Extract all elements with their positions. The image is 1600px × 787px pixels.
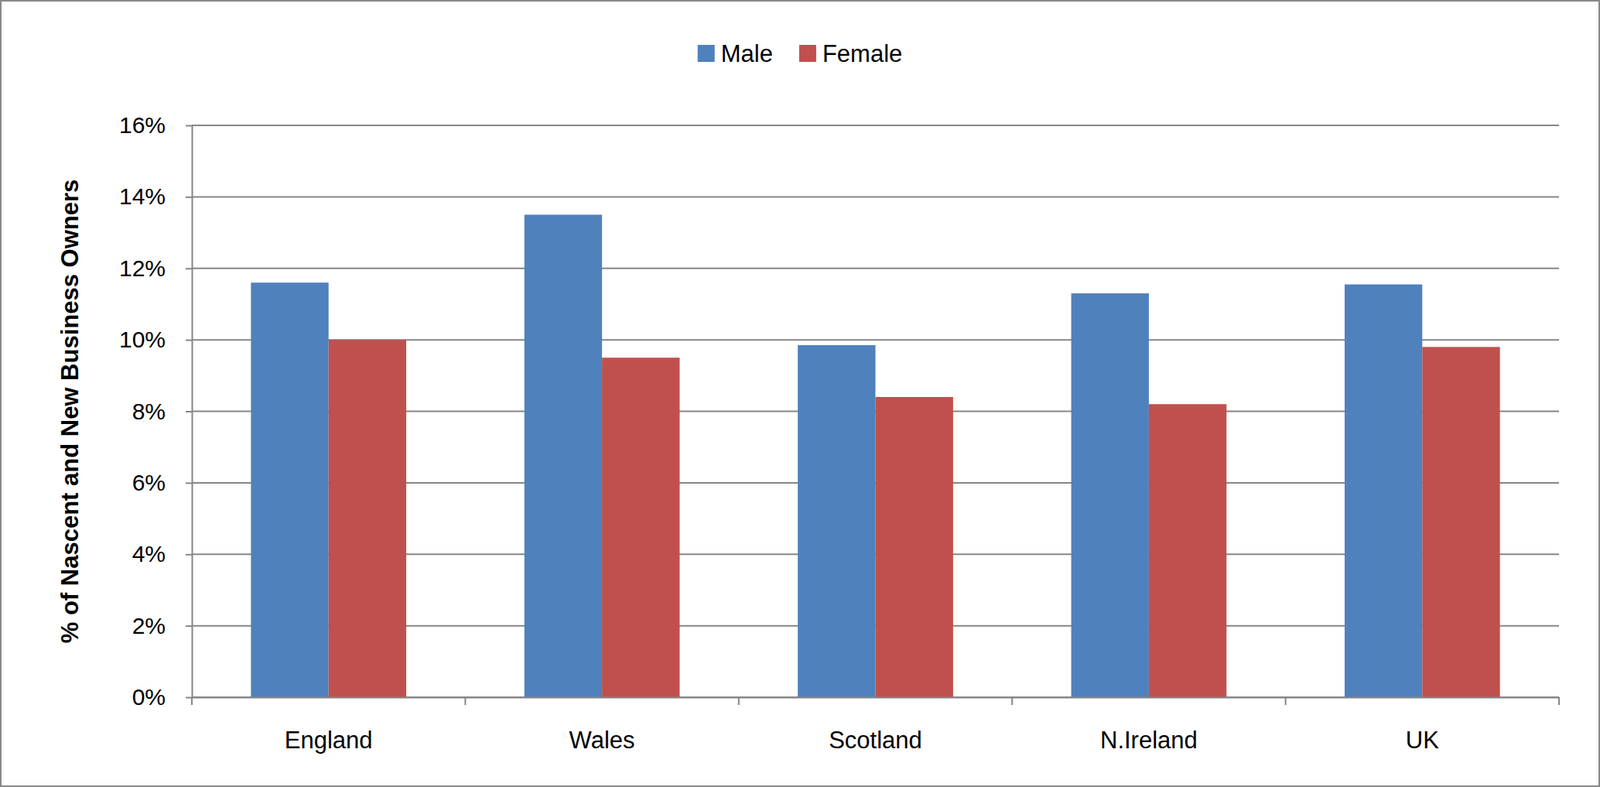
y-tick-mark <box>185 697 192 699</box>
y-tick: 6% <box>132 469 192 496</box>
legend-item: Male <box>697 40 773 68</box>
bar <box>601 357 680 698</box>
x-tick-label: Scotland <box>828 726 923 754</box>
bar <box>1422 346 1500 698</box>
x-boundary-tick <box>738 697 740 705</box>
x-tick: N.Ireland <box>1100 726 1198 754</box>
y-tick-mark <box>185 625 192 627</box>
y-tick-mark <box>185 410 192 413</box>
bar <box>1148 403 1227 698</box>
y-tick-mark <box>185 196 192 199</box>
y-tick-label: 0% <box>132 683 166 710</box>
x-boundary-tick <box>1011 697 1013 705</box>
y-axis-title: % of Nascent and New Business Owners <box>56 179 84 644</box>
bar <box>328 339 407 698</box>
y-tick-label: 14% <box>119 183 166 209</box>
y-tick-label: 4% <box>132 540 166 567</box>
y-tick: 0% <box>132 683 192 710</box>
x-boundary-tick <box>464 697 466 705</box>
y-axis: 0% 2% 4% 6% 8% 10% 12% 14% 16% <box>119 112 193 710</box>
x-axis-line <box>192 697 1560 699</box>
y-tick: 12% <box>119 255 192 281</box>
y-tick-mark <box>185 553 192 556</box>
y-tick: 16% <box>119 112 192 138</box>
grid-line <box>191 124 1559 127</box>
x-tick-label: Wales <box>569 726 636 754</box>
plot-area: 0% 2% 4% 6% 8% 10% 12% 14% 16% England Wales Scotla… <box>119 112 1560 754</box>
y-tick-mark <box>185 267 192 270</box>
y-tick: 4% <box>132 540 192 567</box>
legend: Male Female <box>697 40 903 68</box>
chart-svg: 0% 2% 4% 6% 8% 10% 12% 14% 16% England Wales Scotla… <box>0 0 1600 787</box>
grid <box>191 125 1559 698</box>
y-tick-mark <box>185 339 192 342</box>
y-tick-label: 2% <box>132 612 166 639</box>
legend-swatch <box>697 44 715 62</box>
grid-line <box>191 195 1559 198</box>
chart-border <box>0 0 1600 787</box>
x-tick-label: UK <box>1405 726 1440 754</box>
bars <box>250 214 1500 698</box>
bar <box>1071 293 1149 698</box>
x-tick: Scotland <box>828 726 923 754</box>
x-tick: UK <box>1405 726 1440 754</box>
x-boundary-tick <box>191 697 193 705</box>
y-tick: 8% <box>132 398 192 424</box>
x-boundary-tick <box>1285 697 1287 705</box>
bar <box>1344 284 1423 698</box>
y-tick-label: 8% <box>132 398 166 424</box>
legend-item: Female <box>799 40 903 68</box>
bar <box>875 396 954 698</box>
x-tick-label: England <box>284 726 373 754</box>
legend-label: Male <box>721 40 773 68</box>
legend-label: Female <box>822 40 903 68</box>
bar <box>250 282 329 698</box>
y-tick-label: 12% <box>119 255 166 281</box>
y-tick-label: 10% <box>119 326 166 353</box>
y-tick-label: 6% <box>132 469 166 496</box>
y-tick-mark <box>185 482 192 484</box>
x-boundary-tick <box>1558 697 1560 705</box>
bar <box>524 214 602 698</box>
grid-line <box>191 267 1559 270</box>
bar <box>797 345 876 698</box>
y-tick: 14% <box>119 183 192 209</box>
y-tick-label: 16% <box>119 112 166 138</box>
y-tick: 10% <box>119 326 192 353</box>
x-tick-label: N.Ireland <box>1100 726 1198 754</box>
legend-swatch <box>799 44 817 62</box>
x-tick: England <box>284 726 373 754</box>
y-tick: 2% <box>132 612 192 639</box>
x-tick: Wales <box>569 726 636 754</box>
x-axis: England Wales Scotland N.Ireland UK <box>191 697 1560 754</box>
y-tick-mark <box>185 125 192 127</box>
